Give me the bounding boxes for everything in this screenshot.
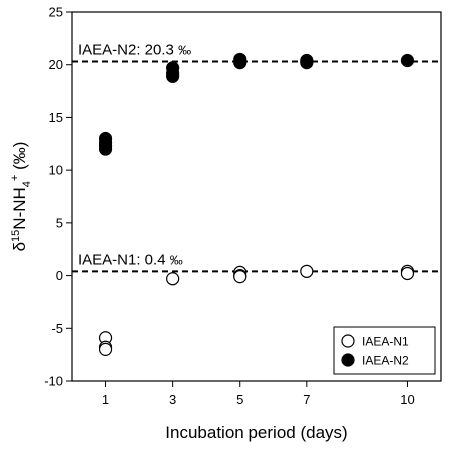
legend-marker	[341, 353, 355, 367]
iaea-n1-point	[400, 266, 415, 281]
reference-line-label: IAEA-N2: 20.3 ‰	[78, 42, 191, 59]
iaea-n1-point	[166, 272, 180, 286]
iaea-n2-point	[166, 69, 180, 83]
plot-frame	[71, 11, 442, 382]
y-tick-label: 20	[49, 57, 63, 72]
y-axis-title-sub: 4	[21, 181, 33, 187]
reference-line-label: IAEA-N1: 0.4 ‰	[78, 251, 183, 268]
x-tick-label: 5	[236, 392, 243, 407]
legend-box	[333, 326, 436, 375]
x-tick-label: 1	[102, 392, 109, 407]
y-tick-label: -10	[44, 374, 63, 389]
legend-label: IAEA-N1	[362, 335, 409, 349]
y-tick-label: -5	[51, 321, 63, 336]
y-axis-title-base: δ	[10, 242, 29, 251]
legend-marker	[341, 334, 355, 348]
x-tick-label: 10	[400, 392, 414, 407]
y-tick-label: 0	[56, 268, 63, 283]
y-axis-title-mid: N-NH	[10, 187, 29, 230]
x-tick-label: 3	[169, 392, 176, 407]
iaea-n2-point	[98, 142, 113, 156]
x-axis-title: Incubation period (days)	[165, 423, 347, 442]
iaea-n1-point	[300, 264, 314, 278]
legend-label: IAEA-N2	[362, 354, 409, 368]
legend: IAEA-N1 IAEA-N2	[333, 326, 436, 375]
iaea-n1-point	[233, 270, 247, 284]
iaea-n2-point	[300, 56, 314, 70]
iaea-n1-point	[98, 342, 113, 356]
y-axis-title-unit: (‰)	[10, 142, 29, 175]
y-axis-title-sup-isotope: 15	[10, 230, 22, 242]
x-tick-label: 7	[303, 392, 310, 407]
y-tick-label: 5	[56, 215, 63, 230]
y-tick-label: 10	[49, 163, 63, 178]
iaea-n2-point	[400, 53, 415, 68]
y-tick-label: 25	[49, 5, 63, 20]
y-axis-title: δ15N-NH4+ (‰)	[9, 142, 33, 252]
iaea-n2-point	[233, 56, 247, 70]
y-axis-title-sup-charge: +	[9, 175, 21, 181]
y-tick-label: 15	[49, 110, 63, 125]
